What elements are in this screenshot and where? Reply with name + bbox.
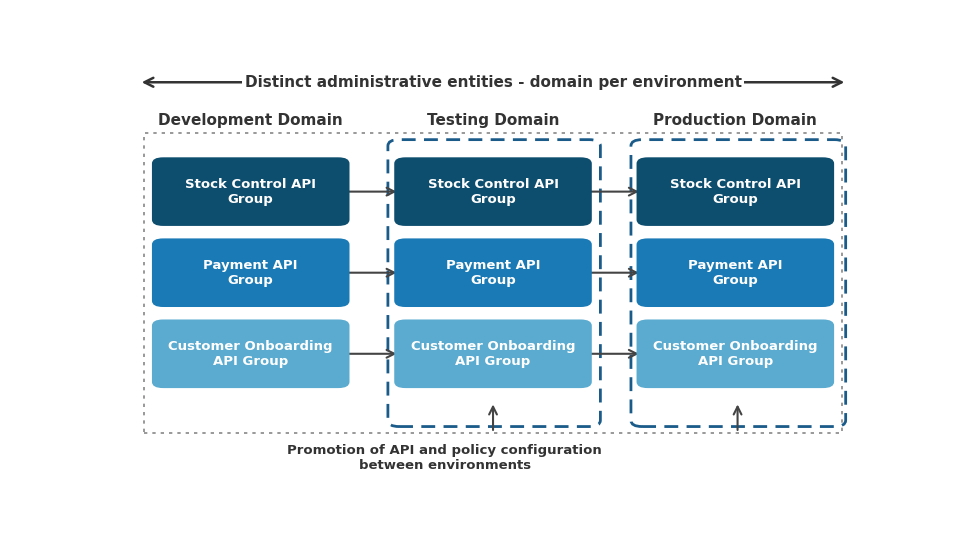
Text: Payment API
Group: Payment API Group [204, 259, 298, 287]
Text: Stock Control API
Group: Stock Control API Group [427, 178, 558, 206]
Text: Promotion of API and policy configuration
between environments: Promotion of API and policy configuratio… [287, 444, 602, 472]
FancyBboxPatch shape [636, 157, 833, 226]
Text: Customer Onboarding
API Group: Customer Onboarding API Group [410, 340, 575, 368]
Text: Stock Control API
Group: Stock Control API Group [669, 178, 800, 206]
FancyBboxPatch shape [394, 238, 591, 307]
Text: Customer Onboarding
API Group: Customer Onboarding API Group [168, 340, 333, 368]
Text: Stock Control API
Group: Stock Control API Group [185, 178, 316, 206]
Text: Production Domain: Production Domain [653, 113, 817, 129]
FancyBboxPatch shape [636, 238, 833, 307]
Text: Distinct administrative entities - domain per environment: Distinct administrative entities - domai… [244, 75, 741, 90]
Text: Payment API
Group: Payment API Group [687, 259, 781, 287]
Text: Payment API
Group: Payment API Group [445, 259, 540, 287]
FancyBboxPatch shape [152, 320, 349, 388]
FancyBboxPatch shape [152, 238, 349, 307]
FancyBboxPatch shape [394, 157, 591, 226]
Text: Development Domain: Development Domain [159, 113, 343, 129]
FancyBboxPatch shape [636, 320, 833, 388]
Text: Testing Domain: Testing Domain [427, 113, 558, 129]
FancyBboxPatch shape [152, 157, 349, 226]
Text: Customer Onboarding
API Group: Customer Onboarding API Group [653, 340, 817, 368]
FancyBboxPatch shape [394, 320, 591, 388]
